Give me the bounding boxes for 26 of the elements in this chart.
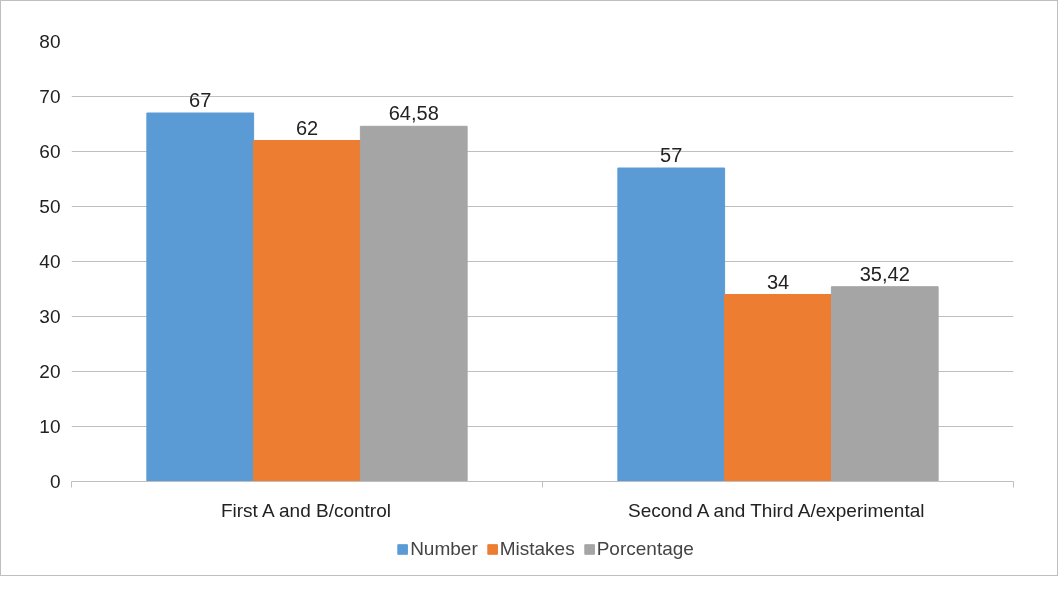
bar xyxy=(724,294,832,482)
bar xyxy=(617,167,726,482)
data-label: 57 xyxy=(660,144,683,166)
bar xyxy=(359,125,468,482)
bar xyxy=(830,286,939,482)
data-label: 34 xyxy=(766,270,790,293)
data-label: 35,42 xyxy=(859,262,910,285)
bar xyxy=(253,140,361,482)
x-tick-label: First A and B/control xyxy=(220,499,391,521)
y-tick-label: 0 xyxy=(49,471,61,492)
y-tick-label: 10 xyxy=(39,416,61,437)
data-label: 64,58 xyxy=(388,102,439,125)
bar xyxy=(146,112,255,482)
legend-label: Number xyxy=(410,538,478,560)
x-tick-label: Second A and Third A/experimental xyxy=(628,499,925,521)
y-tick-label: 70 xyxy=(39,86,61,107)
y-tick-label: 20 xyxy=(39,361,61,382)
y-tick-label: 30 xyxy=(39,306,61,327)
data-label: 62 xyxy=(295,116,319,139)
y-tick-label: 60 xyxy=(39,141,61,162)
legend-label: Mistakes xyxy=(499,538,575,560)
legend-label: Porcentage xyxy=(596,538,694,560)
y-tick-label: 40 xyxy=(39,251,61,272)
data-label: 67 xyxy=(189,89,212,111)
y-tick-label: 80 xyxy=(39,31,61,52)
y-tick-label: 50 xyxy=(39,196,61,217)
